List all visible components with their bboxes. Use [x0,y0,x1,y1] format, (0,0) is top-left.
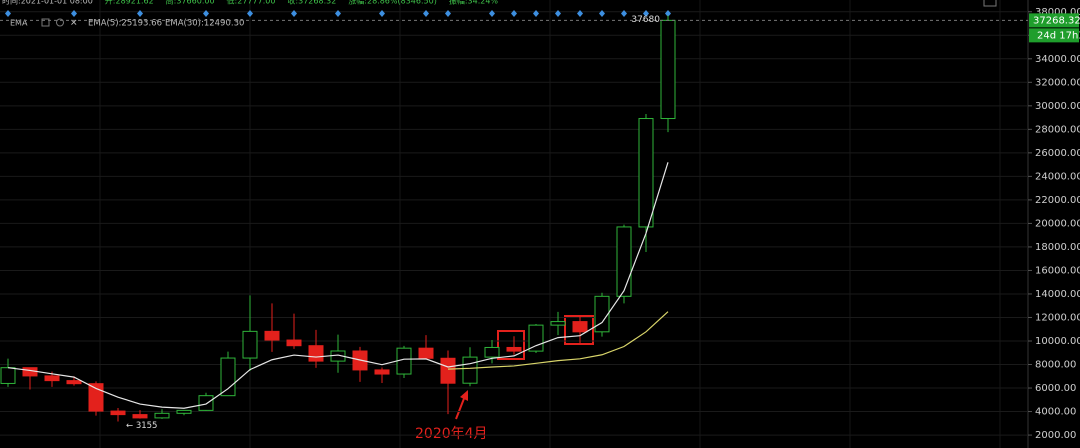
top-marker [599,10,605,17]
y-tick-label: 32000.00 [1035,77,1080,88]
highlight-box [564,315,594,345]
top-marker [137,10,143,17]
y-tick-label: 4000.00 [1035,407,1076,418]
indicator-toggle[interactable] [41,18,50,27]
ema-line [447,311,669,370]
candle-body [594,295,610,333]
y-tick-label: 26000.00 [1035,148,1080,159]
info-item: 涨幅:28.86%(8346.50) [348,0,437,6]
candle-body [0,367,16,384]
annotation-arrowhead [460,390,468,401]
info-item: 开:28921.62 [105,0,154,6]
candle-body [220,357,236,397]
top-marker [621,10,627,17]
info-item: 高:37660.00 [166,0,215,6]
top-marker [577,10,583,17]
top-marker [533,10,539,17]
y-tick-label: 16000.00 [1035,265,1080,276]
info-item: 低:27777.00 [227,0,276,6]
candle-body [44,375,60,382]
candle-body [440,357,456,384]
annotation: 37680 [631,15,660,25]
y-tick-label: 2000.00 [1035,430,1076,441]
info-item: 振幅:34.24% [449,0,499,6]
top-marker [247,10,253,17]
candle-body [176,409,192,414]
candle-body [264,330,280,341]
top-marker [643,10,649,17]
y-tick-label: 10000.00 [1035,336,1080,347]
candle-body [616,226,632,297]
top-marker [291,10,297,17]
annotation: 2020年4月 [415,426,488,442]
top-marker [203,10,209,17]
y-tick-label: 30000.00 [1035,101,1080,112]
last-price-label: 37268.32 [1033,15,1080,26]
info-item: 时间:2021-01-01 08:00 [2,0,93,6]
candle-body [484,346,500,358]
y-tick-label: 20000.00 [1035,218,1080,229]
window-icon[interactable] [983,0,997,7]
top-marker [5,10,11,17]
y-tick-label: 38000.00 [1035,7,1080,18]
indicator-settings[interactable] [56,18,64,27]
candle-body [308,345,324,362]
ema-line [7,162,669,409]
candle-body [286,339,302,347]
legend-entry: EMA(5):25193.66 [88,19,162,29]
top-marker [555,10,561,17]
top-marker [665,10,671,17]
top-marker [71,10,77,17]
y-tick-label: 6000.00 [1035,383,1076,394]
y-tick-label: 22000.00 [1035,195,1080,206]
candle-body [572,321,588,333]
candle-body [396,347,412,375]
top-marker [489,10,495,17]
last-price-box [1029,13,1079,28]
y-tick-label: 18000.00 [1035,242,1080,253]
y-tick-label: 12000.00 [1035,312,1080,323]
top-marker [423,10,429,17]
top-marker [335,10,341,17]
candle-body [88,383,104,412]
y-tick-label: 8000.00 [1035,360,1076,371]
candle-body [198,395,214,411]
top-marker [379,10,385,17]
y-tick-label: 34000.00 [1035,54,1080,65]
candle-body [242,330,258,359]
candle-body [132,414,148,419]
candle-body [462,356,478,384]
candle-body [638,118,654,228]
legend-entry: EMA(30):12490.30 [165,19,244,29]
candle-body [550,321,566,326]
candle-body [418,347,434,359]
candle-body [154,412,170,419]
y-tick-label: 24000.00 [1035,171,1080,182]
highlight-box [497,330,525,360]
top-marker [445,10,451,17]
candle-body [66,380,82,385]
candle-body [660,19,676,120]
countdown-box [1029,28,1079,43]
countdown: 24d 17h [1037,30,1078,41]
vertical-grid [99,0,1001,448]
indicator-close[interactable]: ✕ [70,19,78,29]
annotation-arrow [455,395,466,420]
candle-body [374,369,390,375]
info-item: 收:37268.32 [287,0,336,6]
top-marker [511,10,517,17]
candle-body [506,346,522,352]
candle-body [22,367,38,377]
y-tick-label: 28000.00 [1035,124,1080,135]
y-tick-label: 14000.00 [1035,289,1080,300]
candle-body [528,324,544,352]
annotation: ← 3155 [126,421,157,431]
candle-body [110,410,126,416]
indicator-name: EMA [10,19,28,28]
